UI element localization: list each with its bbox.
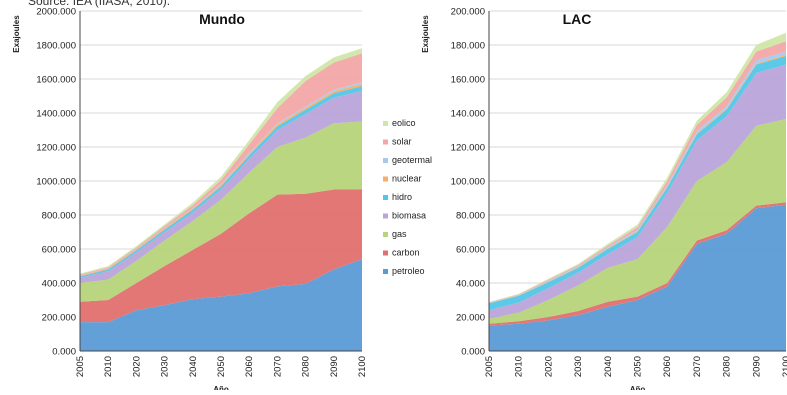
y-tick-label: 400.000 xyxy=(42,279,76,290)
legend-swatch-petroleo xyxy=(383,269,388,274)
y-tick-label: 0.000 xyxy=(52,347,76,358)
y-tick-label: 200.000 xyxy=(42,313,76,324)
legend-swatch-biomasa xyxy=(383,213,388,219)
legend-swatch-carbon xyxy=(383,250,388,256)
area-gas xyxy=(80,121,362,302)
x-tick-label: 2040 xyxy=(603,356,614,377)
legend-label-gas: gas xyxy=(392,229,407,239)
y-tick-label: 800.000 xyxy=(42,211,76,222)
legend-swatch-gas xyxy=(383,232,388,237)
area-biomasa xyxy=(489,64,786,319)
y-tick-label: 180.000 xyxy=(451,41,485,52)
legend-label-solar: solar xyxy=(392,137,412,147)
y-tick-label: 160.000 xyxy=(451,75,485,86)
x-tick-label: 2030 xyxy=(160,356,171,377)
y-tick-label: 20.000 xyxy=(456,313,485,324)
x-tick-label: 2090 xyxy=(329,356,340,377)
x-tick-label: 2005 xyxy=(75,356,86,377)
area-biomasa xyxy=(80,90,362,284)
x-tick-label: 2100 xyxy=(781,356,787,377)
legend-label-biomasa: biomasa xyxy=(392,211,426,221)
area-solar xyxy=(80,53,362,276)
x-tick-label: 2070 xyxy=(692,356,703,377)
y-tick-label: 600.000 xyxy=(42,245,76,256)
area-petroleo xyxy=(80,259,362,351)
legend-swatch-geotermal xyxy=(383,158,388,163)
x-tick-label: 2060 xyxy=(662,356,673,377)
x-tick-label: 2030 xyxy=(573,356,584,377)
y-tick-label: 1600.000 xyxy=(36,75,76,86)
x-tick-label: 2090 xyxy=(751,356,762,377)
legend-swatch-eolico xyxy=(383,121,388,126)
x-axis-label: Año xyxy=(213,385,229,390)
area-carbon xyxy=(80,189,362,323)
area-petroleo xyxy=(489,204,786,351)
source-caption: Source: IEA (IIASA, 2010). xyxy=(28,0,171,8)
y-tick-label: 1400.000 xyxy=(36,109,76,120)
x-tick-label: 2020 xyxy=(543,356,554,377)
y-tick-label: 1000.000 xyxy=(36,177,76,188)
y-tick-label: 60.000 xyxy=(456,245,485,256)
chart-title: Mundo xyxy=(199,11,245,27)
chart-mundo: 0.000 200.000 400.000 600.000 800.000 1000.00… xyxy=(12,7,432,395)
area-gas xyxy=(489,118,786,324)
x-axis-label: Año xyxy=(630,385,646,390)
x-tick-label: 2050 xyxy=(216,356,227,377)
y-tick-label: 140.000 xyxy=(451,109,485,120)
y-axis-label: Exajoules xyxy=(12,15,21,53)
y-tick-label: 1200.000 xyxy=(36,143,76,154)
chart-lac: 0.000 20.000 40.000 60.000 80.000 100.000 120.… xyxy=(421,7,787,395)
x-tick-label: 2050 xyxy=(633,356,644,377)
y-tick-label: 120.000 xyxy=(451,143,485,154)
legend-swatch-solar xyxy=(383,139,388,145)
legend: eolico solar geotermal nuclear hidro biomasa g… xyxy=(383,118,432,276)
x-tick-label: 2080 xyxy=(722,356,733,377)
y-tick-label: 2000.000 xyxy=(36,7,76,18)
legend-label-geotermal: geotermal xyxy=(392,155,432,165)
x-tick-label: 2040 xyxy=(188,356,199,377)
legend-label-carbon: carbon xyxy=(392,248,420,258)
legend-swatch-nuclear xyxy=(383,176,388,182)
legend-swatch-hidro xyxy=(383,195,388,200)
x-tick-label: 2060 xyxy=(244,356,255,377)
legend-label-petroleo: petroleo xyxy=(392,266,425,276)
y-tick-label: 200.000 xyxy=(451,7,485,18)
x-tick-label: 2010 xyxy=(514,356,525,377)
x-tick-label: 2005 xyxy=(484,356,495,377)
y-tick-label: 1800.000 xyxy=(36,41,76,52)
x-tick-label: 2070 xyxy=(272,356,283,377)
legend-label-hidro: hidro xyxy=(392,192,412,202)
y-tick-label: 80.000 xyxy=(456,211,485,222)
y-tick-label: 100.000 xyxy=(451,177,485,188)
x-tick-label: 2100 xyxy=(357,356,368,377)
x-tick-label: 2010 xyxy=(103,356,114,377)
chart-title: LAC xyxy=(563,11,592,27)
x-tick-label: 2080 xyxy=(301,356,312,377)
y-tick-label: 0.000 xyxy=(461,347,485,358)
legend-label-eolico: eolico xyxy=(392,118,416,128)
x-tick-label: 2020 xyxy=(131,356,142,377)
legend-label-nuclear: nuclear xyxy=(392,174,422,184)
y-tick-label: 40.000 xyxy=(456,279,485,290)
y-axis-label: Exajoules xyxy=(421,15,430,53)
